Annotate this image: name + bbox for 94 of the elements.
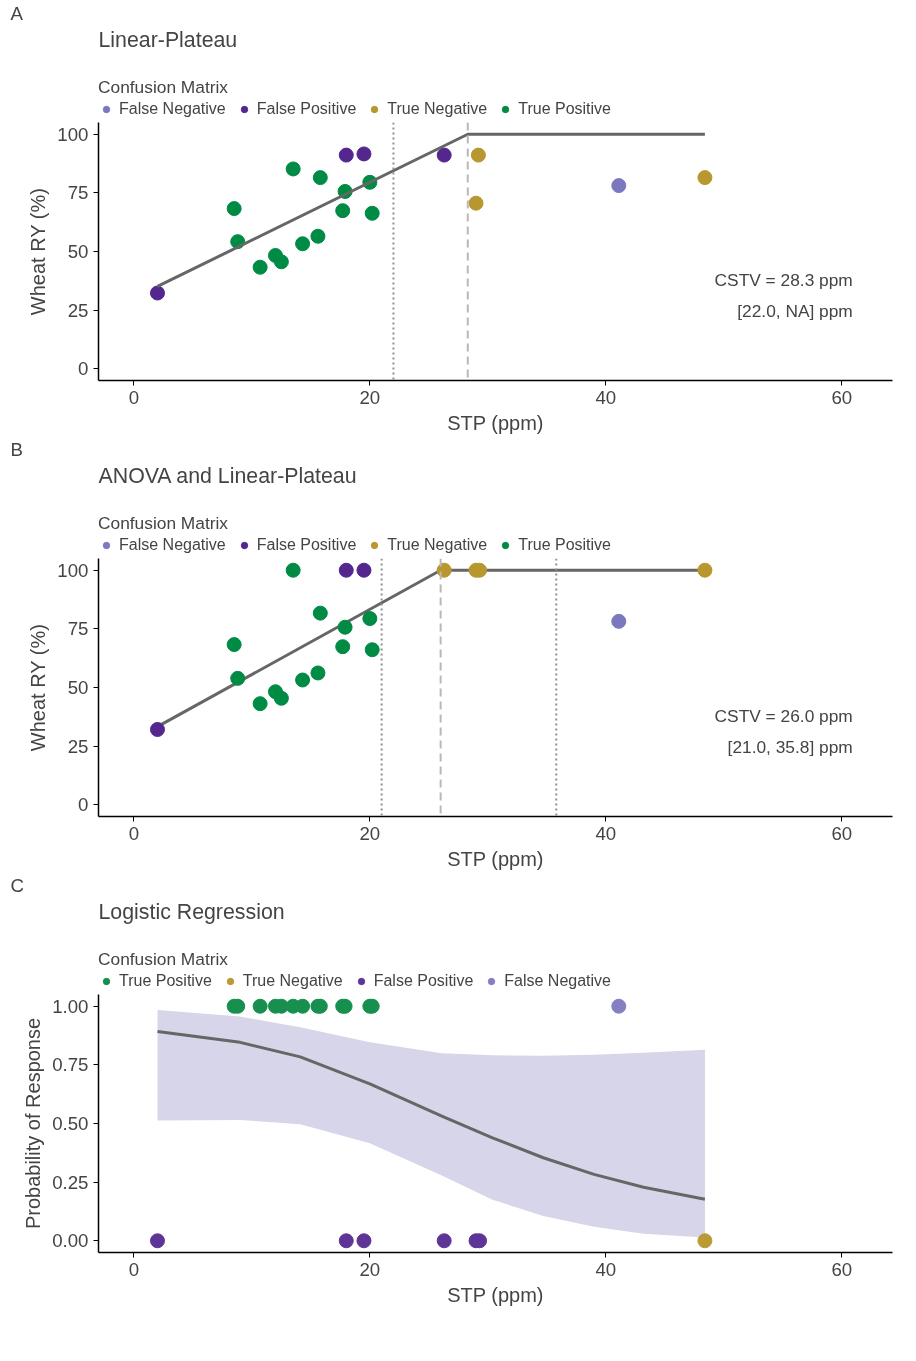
annotation: [21.0, 35.8] ppm xyxy=(727,737,853,758)
legend-label: True Positive xyxy=(518,100,611,118)
y-tick-label: 25 xyxy=(67,299,89,321)
y-tick-label: 0.50 xyxy=(52,1113,89,1134)
point xyxy=(252,696,268,712)
y-tick-label: 1.00 xyxy=(52,995,89,1017)
legend-title: Confusion Matrix xyxy=(98,513,229,534)
y-axis-title: Probability of Response xyxy=(22,1017,45,1230)
annotation: CSTV = 26.0 ppm xyxy=(714,706,853,727)
chart-title: ANOVA and Linear-Plateau xyxy=(98,463,357,488)
legend-label: True Negative xyxy=(387,536,488,554)
point xyxy=(285,161,301,177)
x-tick-label: 0 xyxy=(128,822,140,844)
annotation: CSTV = 28.3 ppm xyxy=(714,270,853,291)
point xyxy=(295,236,311,252)
y-tick-label: 0 xyxy=(78,794,89,816)
text: C xyxy=(10,874,24,896)
point xyxy=(312,605,328,621)
x-tick-label: 20 xyxy=(359,1258,381,1280)
y-tick-label: 100 xyxy=(57,559,89,581)
y-tick-label: 75 xyxy=(67,618,89,640)
point xyxy=(273,690,289,706)
point xyxy=(362,611,378,627)
point xyxy=(697,170,713,186)
point xyxy=(697,562,713,578)
chart-title: Linear-Plateau xyxy=(98,27,238,52)
x-tick-label: 0 xyxy=(128,1258,140,1280)
y-tick-label: 50 xyxy=(67,677,89,698)
x-tick-label: 0 xyxy=(128,386,140,408)
point xyxy=(149,285,165,301)
y-tick-label: 0 xyxy=(78,358,89,380)
point xyxy=(470,147,486,163)
x-tick-label: 40 xyxy=(595,822,617,844)
legend-label: False Negative xyxy=(119,100,226,118)
point xyxy=(335,203,351,219)
point xyxy=(273,254,289,270)
point xyxy=(611,178,627,194)
point xyxy=(337,619,353,635)
y-axis-title: Wheat RY (%) xyxy=(27,624,50,752)
annotation: [22.0, NA] ppm xyxy=(737,301,853,322)
legend-title: Confusion Matrix xyxy=(98,77,229,98)
y-tick-label: 0.75 xyxy=(52,1054,89,1076)
point xyxy=(335,639,351,655)
x-tick-label: 40 xyxy=(595,386,617,408)
point xyxy=(468,195,484,211)
y-tick-label: 0.25 xyxy=(52,1171,89,1193)
point xyxy=(226,637,242,653)
y-tick-label: 100 xyxy=(57,123,89,145)
x-tick-label: 20 xyxy=(359,822,381,844)
point xyxy=(295,672,311,688)
x-tick-label: 60 xyxy=(831,1258,853,1280)
point xyxy=(310,228,326,244)
legend-label: True Negative xyxy=(387,100,488,118)
x-tick-label: 60 xyxy=(831,386,853,408)
chart-title: Logistic Regression xyxy=(98,899,285,924)
point xyxy=(436,562,452,578)
x-axis-title: STP (ppm) xyxy=(447,1283,544,1306)
y-tick-label: 0.00 xyxy=(52,1230,89,1252)
legend-label: True Positive xyxy=(518,536,611,554)
x-tick-label: 20 xyxy=(359,386,381,408)
legend-label: False Positive xyxy=(256,100,357,118)
point xyxy=(611,613,627,629)
legend-label: True Positive xyxy=(119,972,212,990)
point xyxy=(356,562,372,578)
point xyxy=(310,665,326,681)
legend-title: Confusion Matrix xyxy=(98,949,229,970)
text: B xyxy=(10,438,23,460)
point xyxy=(364,642,380,658)
text: A xyxy=(10,2,24,24)
x-axis-title: STP (ppm) xyxy=(447,411,544,434)
point xyxy=(364,205,380,221)
point xyxy=(338,147,354,163)
legend-label: False Negative xyxy=(119,536,226,554)
point xyxy=(149,722,165,737)
x-axis-title: STP (ppm) xyxy=(447,847,544,870)
point xyxy=(436,147,452,163)
line-series xyxy=(155,1030,707,1201)
point xyxy=(338,562,354,578)
point xyxy=(230,670,246,686)
point xyxy=(285,562,301,578)
legend-label: False Negative xyxy=(504,972,611,990)
legend-label: False Positive xyxy=(373,972,474,990)
y-axis-title: Wheat RY (%) xyxy=(27,188,50,316)
x-tick-label: 60 xyxy=(831,822,853,844)
y-tick-label: 50 xyxy=(67,241,89,262)
point xyxy=(312,170,328,186)
y-tick-label: 25 xyxy=(67,735,89,757)
point xyxy=(356,146,372,162)
legend-label: False Positive xyxy=(256,536,357,554)
x-tick-label: 40 xyxy=(595,1258,617,1280)
point xyxy=(226,201,242,217)
legend-label: True Negative xyxy=(242,972,343,990)
y-tick-label: 75 xyxy=(67,182,89,204)
point xyxy=(252,259,268,275)
